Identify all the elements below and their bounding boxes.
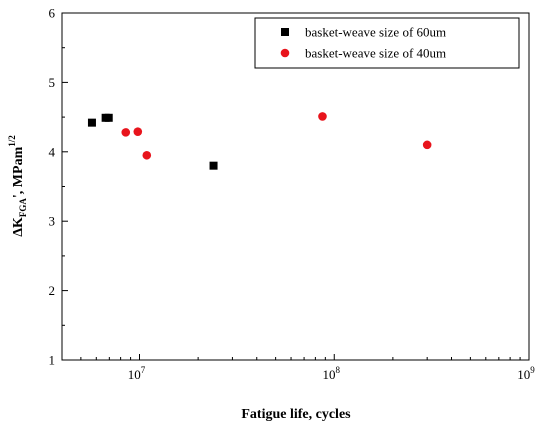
y-tick-label: 3 (49, 214, 56, 229)
y-axis-label: ΔKFGA', MPam1/2 (7, 135, 28, 237)
data-point-circle (133, 127, 143, 136)
axis-ticks (61, 12, 530, 361)
legend-marker-square (281, 28, 289, 36)
y-tick-label: 5 (49, 75, 56, 90)
data-point-circle (121, 128, 131, 137)
legend: basket-weave size of 60um basket-weave si… (254, 17, 520, 69)
data-marks (87, 112, 432, 170)
data-point-square (104, 113, 113, 122)
data-point-square (209, 161, 218, 170)
y-tick-label: 1 (49, 353, 56, 368)
tick-labels: 1 2 3 4 5 6 107 108 109 (49, 6, 536, 383)
x-axis-label: Fatigue life, cycles (241, 407, 351, 422)
legend-label: basket-weave size of 40um (305, 46, 446, 61)
legend-marker-circle (280, 48, 290, 58)
legend-box (254, 17, 520, 69)
legend-label: basket-weave size of 60um (305, 25, 446, 40)
y-axis-label-group: ΔKFGA', MPam1/2 (7, 135, 28, 237)
data-point-circle (142, 150, 152, 160)
y-tick-label: 6 (49, 6, 56, 21)
y-tick-label: 4 (49, 144, 56, 159)
x-tick-label: 108 (322, 365, 340, 382)
x-tick-label: 109 (517, 365, 535, 382)
data-point-square (87, 118, 96, 127)
x-tick-label: 107 (128, 365, 146, 382)
y-tick-label: 2 (49, 283, 56, 298)
data-point-circle (422, 140, 432, 150)
data-point-circle (318, 112, 327, 121)
